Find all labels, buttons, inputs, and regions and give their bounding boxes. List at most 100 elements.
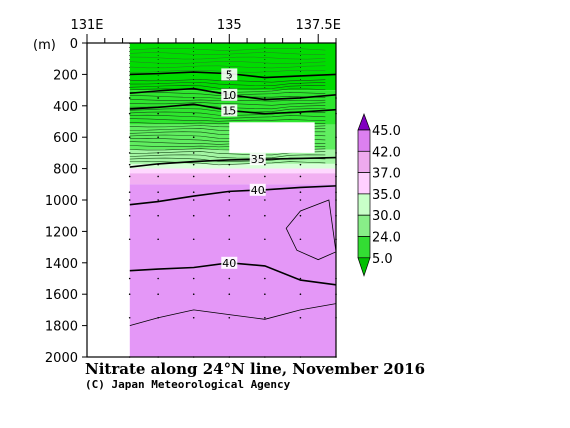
sample-dot [228,112,231,115]
sample-dot [264,199,266,201]
thin-contour-line [129,81,326,86]
sample-dot [299,112,302,115]
colorbar-segment [357,193,371,216]
fill-band-4 [129,163,336,169]
contour-label: 35 [251,153,265,166]
sample-dot [157,191,159,193]
colorbar-label: 45.0 [372,124,401,139]
sample-dot [192,191,195,193]
contour-label: 40 [251,184,265,197]
contour-label-bg [221,256,238,269]
sample-dot [192,316,195,319]
y-tick-label: 800 [53,163,78,178]
thin-contour-line [129,47,326,51]
colorbar-segment [357,214,371,237]
sample-dot [228,214,231,217]
sample-dot [299,97,302,99]
missing-data-patch [229,122,315,153]
sample-dot [264,175,266,178]
colorbar-segment [357,150,371,173]
contour-label-bg [249,183,266,196]
sample-dot [228,316,231,319]
chart-credit: (C) Japan Meteorological Agency [85,378,291,391]
sample-dot [192,97,195,99]
sample-dot [157,214,159,217]
y-axis-unit: (m) [33,38,56,53]
contour-label: 10 [222,89,236,102]
sample-dot [192,175,195,178]
colorbar-label: 30.0 [372,209,401,224]
sample-dot [264,97,266,99]
sample-dot [128,97,131,99]
contour-label: 40 [222,257,236,270]
sample-dot [157,175,159,178]
sample-dot [228,175,231,178]
sample-dot [299,277,302,280]
sample-dot [299,214,302,217]
y-tick-label: 400 [53,100,78,115]
thin-contour-line [129,65,326,69]
sample-dot [192,277,195,280]
sample-dot [192,152,195,154]
colorbar-label: 37.0 [372,167,401,182]
sample-dot [128,191,131,193]
sample-dot [299,191,302,193]
sample-dot [264,191,266,193]
thin-contour-line [129,79,326,83]
x-tick-label: 135 [217,18,242,33]
sample-dot [192,136,195,138]
sample-dot [157,238,159,241]
sample-dot [128,152,131,154]
x-tick-label: 131E [70,18,103,33]
y-tick-label: 1200 [45,225,78,240]
sample-dot [128,277,131,280]
sample-dot [128,199,131,201]
contour-label: 15 [222,105,236,118]
fill-bands [129,43,336,357]
sample-dot [299,316,302,319]
contour-label-bg [221,104,238,117]
colorbar-segment [357,172,371,195]
contour-label-bg [249,153,266,166]
sample-dot [228,163,231,166]
sample-dot [264,112,266,115]
sample-dot [157,277,159,280]
sample-dot [157,293,159,296]
thin-contour-line [129,102,326,106]
sample-dot [128,293,131,296]
colorbar-label: 35.0 [372,188,401,203]
sample-dot [128,238,131,241]
colorbar: 45.0 42.0 37.0 35.0 30.0 24.0 5.0 [357,113,401,277]
sample-dot [264,163,266,166]
sample-dot [128,214,131,217]
chart-title: Nitrate along 24°N line, November 2016 [85,360,425,378]
sample-dot [228,191,231,193]
thin-contour-line [129,114,326,119]
sample-dot [157,199,159,201]
sample-dot [128,163,131,166]
sample-dot [157,112,159,115]
contour-label-bg [221,68,238,81]
sample-dot [299,293,302,296]
y-axis: 0 200 400 600 800 1000 1200 1400 1600 1800 2000 (m) [33,37,87,366]
colorbar-label: 5.0 [372,252,393,267]
thin-contour-line [129,118,326,122]
sample-dot [157,136,159,138]
sample-dot [157,316,159,319]
colorbar-label: 42.0 [372,145,401,160]
sample-dot [192,163,195,166]
thin-contour-line [129,52,326,55]
y-tick-label: 600 [53,131,78,146]
colorbar-label: 24.0 [372,231,401,246]
x-axis: 131E 135 137.5E [70,18,341,43]
thin-contour-line [129,154,326,159]
colorbar-segment [357,236,371,259]
y-tick-label: 1600 [45,288,78,303]
sample-dot [299,175,302,178]
sample-dot [264,277,266,280]
sample-dot [264,316,266,319]
y-tick-label: 0 [70,37,78,52]
colorbar-bottom-arrow [357,257,371,277]
